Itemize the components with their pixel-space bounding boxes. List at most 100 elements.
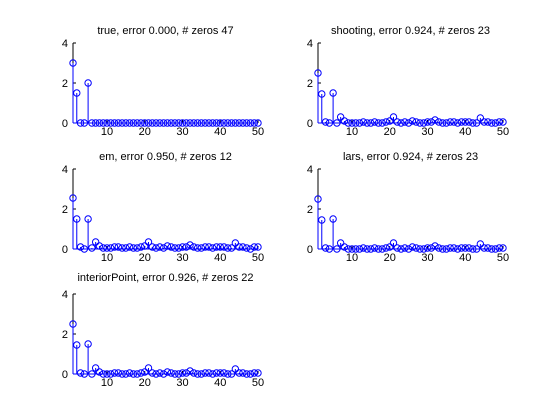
- stem-marker: [450, 244, 458, 252]
- stem-marker: [355, 245, 364, 253]
- stem-marker: [95, 242, 104, 250]
- stem-marker: [73, 215, 81, 223]
- stem-marker: [122, 370, 130, 378]
- stem-marker: [193, 119, 202, 127]
- subplot-em: em, error 0.950, # zeros 12 10 20 30 40 50 0 2…: [62, 151, 264, 264]
- stem-marker: [205, 369, 213, 377]
- stem-marker: [363, 119, 371, 127]
- stem-marker: [367, 245, 375, 253]
- y-tick-label: 0: [307, 244, 313, 256]
- stem-marker: [404, 119, 413, 127]
- stem-marker: [107, 119, 115, 127]
- stem-marker: [382, 118, 390, 126]
- y-tick-label: 2: [307, 204, 313, 216]
- stem-marker: [242, 370, 251, 378]
- stem-marker: [224, 244, 232, 252]
- y-tick-label: 0: [62, 118, 68, 130]
- stem-marker: [91, 238, 100, 246]
- stem-marker: [91, 364, 100, 372]
- subplot-title: em, error 0.950, # zeros 12: [99, 151, 232, 163]
- x-tick-label: 20: [384, 126, 396, 138]
- stem-marker: [457, 118, 466, 126]
- stem-marker: [133, 244, 141, 252]
- stem-marker: [141, 119, 149, 127]
- stem-marker: [152, 244, 160, 252]
- stem-marker: [88, 370, 96, 378]
- stem-marker: [401, 118, 409, 126]
- stem-marker: [114, 119, 123, 127]
- stem-marker: [118, 244, 126, 252]
- stem-marker: [69, 320, 77, 328]
- stem-marker: [420, 119, 428, 127]
- stem-marker: [84, 79, 92, 87]
- stem-marker: [163, 242, 172, 250]
- stem-marker: [156, 369, 164, 377]
- y-tick-label: 4: [307, 164, 313, 176]
- x-tick-label: 30: [176, 252, 188, 264]
- stem-marker: [446, 118, 454, 126]
- stem-marker: [76, 119, 85, 127]
- stem-marker: [370, 244, 379, 252]
- stem-marker: [178, 369, 187, 377]
- x-tick-label: 10: [101, 126, 113, 138]
- stem-marker: [125, 243, 134, 251]
- y-tick-label: 4: [62, 289, 68, 301]
- stem-marker: [239, 369, 247, 377]
- stem-marker: [141, 368, 149, 376]
- stem-marker: [182, 243, 190, 251]
- stem-marker: [110, 369, 119, 377]
- stem-marker: [487, 245, 496, 253]
- stem-marker: [208, 244, 217, 252]
- stem-marker: [186, 119, 194, 127]
- stem-marker: [457, 244, 466, 252]
- stem-marker: [197, 370, 206, 378]
- x-tick-label: 30: [421, 252, 433, 264]
- stem-marker: [80, 119, 89, 127]
- stem-marker: [246, 119, 255, 127]
- stem-marker: [212, 119, 221, 127]
- stem-marker: [167, 243, 175, 251]
- stem-marker: [148, 243, 156, 251]
- stem-marker: [190, 119, 198, 127]
- stem-marker: [212, 369, 221, 377]
- stem-marker: [133, 119, 141, 127]
- stem-marker: [69, 194, 77, 202]
- stem-marker: [224, 119, 232, 127]
- stem-marker: [397, 119, 405, 127]
- stem-marker: [363, 245, 371, 253]
- stem-marker: [401, 244, 409, 252]
- stem-marker: [193, 244, 202, 252]
- stem-marker: [107, 244, 115, 252]
- stem-marker: [355, 119, 364, 127]
- subplot-true: true, error 0.000, # zeros 47 10 20 30 40 50…: [62, 25, 264, 138]
- stem-marker: [336, 239, 345, 247]
- stem-marker: [484, 244, 492, 252]
- stem-marker: [461, 244, 469, 252]
- stem-marker: [472, 119, 481, 127]
- stem-marker: [340, 117, 349, 125]
- x-tick-label: 20: [384, 252, 396, 264]
- stem-marker: [76, 369, 85, 377]
- stem-marker: [480, 118, 488, 126]
- stem-marker: [224, 370, 232, 378]
- stem-marker: [314, 69, 322, 77]
- stem-marker: [110, 119, 119, 127]
- stem-marker: [114, 243, 123, 251]
- stem-marker: [171, 244, 179, 252]
- stem-marker: [144, 364, 153, 372]
- stem-marker: [420, 245, 428, 253]
- stem-marker: [389, 113, 398, 121]
- stem-marker: [152, 119, 160, 127]
- stem-marker: [438, 245, 447, 253]
- stem-marker: [129, 370, 138, 378]
- stem-marker: [250, 243, 258, 251]
- stem-marker: [205, 243, 213, 251]
- y-tick-label: 4: [307, 38, 313, 50]
- stem-marker: [99, 244, 107, 252]
- stem-marker: [427, 244, 435, 252]
- stem-marker: [193, 370, 202, 378]
- stem-marker: [103, 370, 111, 378]
- stem-marker: [374, 245, 383, 253]
- stem-marker: [122, 119, 130, 127]
